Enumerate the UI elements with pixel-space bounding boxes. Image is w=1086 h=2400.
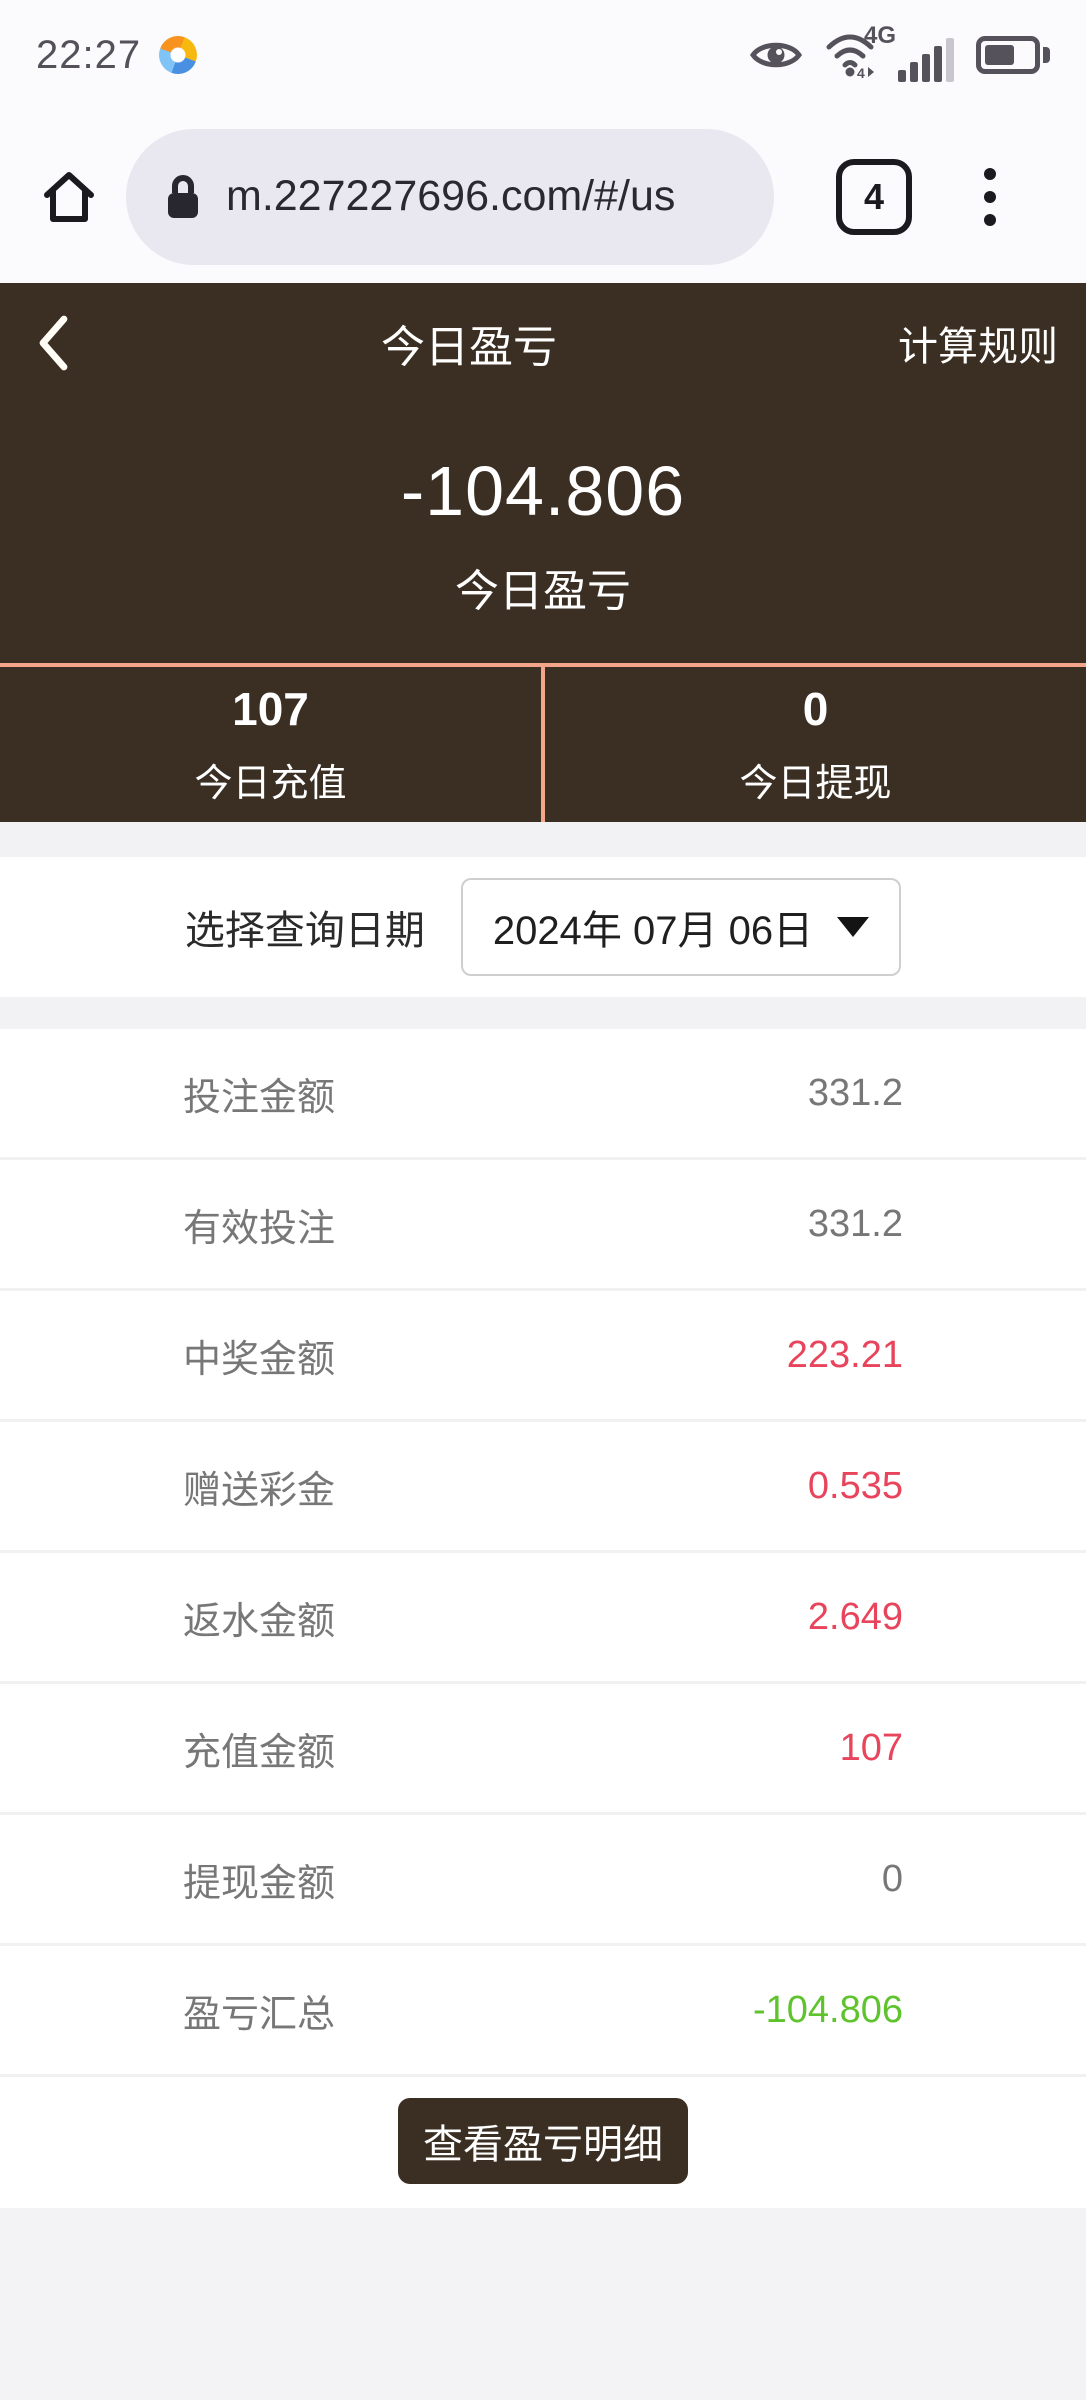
network-type-label: 4G (864, 22, 897, 49)
date-select-dropdown[interactable]: 2024年 07月 06日 (460, 878, 902, 976)
lock-icon (168, 174, 198, 218)
back-button[interactable] (20, 312, 110, 374)
row-value: 2.649 (807, 1595, 903, 1638)
browser-toolbar: m.227227696.com/#/us 4 (0, 110, 1086, 283)
tab-count: 4 (863, 175, 885, 217)
row-label: 投注金额 (183, 1076, 336, 1119)
table-row: 赠送彩金 0.535 (0, 1422, 1086, 1553)
date-query-label: 选择查询日期 (184, 909, 425, 953)
battery-icon (976, 36, 1050, 74)
home-button[interactable] (40, 168, 98, 226)
status-bar: 22:27 4 4G (0, 0, 1086, 110)
stat-label: 今日充值 (194, 763, 347, 805)
table-row: 返水金额 2.649 (0, 1553, 1086, 1684)
url-text: m.227227696.com/#/us (226, 172, 676, 220)
today-stats: 107 今日充值 0 今日提现 (0, 663, 1086, 822)
row-value: 107 (839, 1726, 903, 1769)
calculation-rules-link[interactable]: 计算规则 (898, 325, 1058, 369)
row-value: -104.806 (752, 1988, 903, 2031)
row-label: 盈亏汇总 (183, 1993, 336, 2036)
table-row: 充值金额 107 (0, 1684, 1086, 1815)
button-area: 查看盈亏明细 (0, 2077, 1086, 2204)
clock: 22:27 (36, 32, 142, 77)
wifi-icon: 4 (826, 34, 874, 79)
stat-cell: 0 今日提现 (545, 667, 1086, 822)
table-row: 投注金额 331.2 (0, 1029, 1086, 1160)
date-query-section: 选择查询日期 2024年 07月 06日 (0, 857, 1086, 997)
row-label: 有效投注 (183, 1207, 336, 1250)
tab-switcher-button[interactable]: 4 (836, 158, 912, 235)
summary-list: 投注金额 331.2 有效投注 331.2 中奖金额 223.21 赠送彩金 0.535 返水金… (0, 1029, 1086, 2077)
view-profit-detail-button[interactable]: 查看盈亏明细 (398, 2097, 688, 2184)
row-label: 中奖金额 (183, 1338, 336, 1381)
page-title: 今日盈亏 (381, 323, 557, 372)
row-value: 331.2 (807, 1202, 903, 1245)
signal-strength-icon: 4G (864, 22, 954, 82)
section-divider (0, 822, 1086, 857)
row-label: 赠送彩金 (183, 1469, 336, 1512)
stat-cell: 107 今日充值 (0, 667, 541, 822)
stat-value: 0 (802, 683, 829, 735)
table-row: 提现金额 0 (0, 1815, 1086, 1946)
table-row: 盈亏汇总 -104.806 (0, 1946, 1086, 2077)
row-value: 331.2 (807, 1071, 903, 1114)
chevron-left-icon (39, 315, 68, 371)
section-divider (0, 997, 1086, 1029)
selected-date: 2024年 07月 06日 (492, 909, 814, 953)
today-profit-amount: -104.806 (400, 452, 686, 530)
svg-text:4: 4 (857, 65, 865, 79)
stat-vertical-divider (541, 667, 545, 822)
row-value: 0.535 (807, 1464, 903, 1507)
footer-spacer (0, 2204, 1086, 2400)
browser-menu-button[interactable] (984, 167, 996, 226)
url-bar[interactable]: m.227227696.com/#/us (126, 128, 774, 265)
row-value: 223.21 (786, 1333, 903, 1376)
row-label: 充值金额 (183, 1731, 336, 1774)
table-row: 有效投注 331.2 (0, 1160, 1086, 1291)
today-profit-label: 今日盈亏 (455, 567, 631, 616)
row-label: 提现金额 (183, 1862, 336, 1905)
page-header: 今日盈亏 计算规则 -104.806 今日盈亏 (0, 283, 1086, 663)
notification-app-icon (153, 30, 203, 80)
chevron-down-icon (837, 917, 870, 937)
eye-icon (750, 42, 802, 68)
stat-value: 107 (232, 683, 309, 735)
stat-label: 今日提现 (739, 763, 892, 805)
row-label: 返水金额 (183, 1600, 336, 1643)
nav-bar: 今日盈亏 计算规则 (0, 283, 1086, 403)
table-row: 中奖金额 223.21 (0, 1291, 1086, 1422)
row-value: 0 (881, 1857, 903, 1900)
